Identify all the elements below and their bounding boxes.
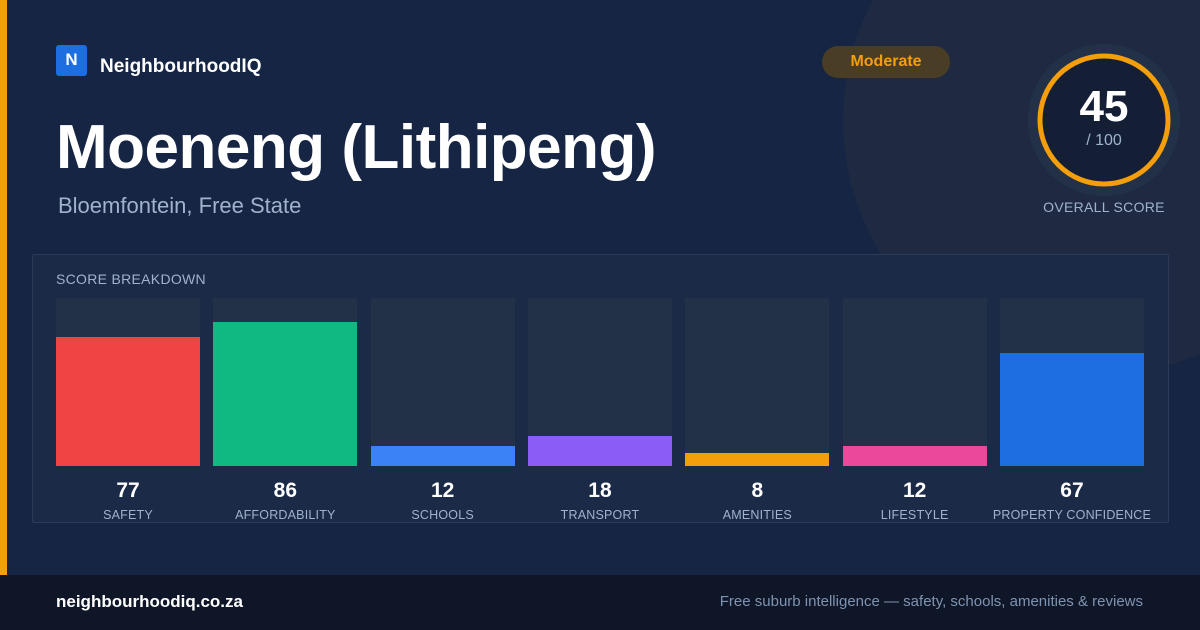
accent-stripe (0, 0, 7, 575)
rating-badge: Moderate (822, 46, 950, 78)
footer-domain: neighbourhoodiq.co.za (56, 592, 243, 611)
bar-track (685, 298, 830, 466)
breakdown-item-lifestyle: 12 LIFESTYLE (842, 298, 987, 528)
breakdown-value: 12 (430, 479, 455, 502)
breakdown-item-affordability: 86 AFFORDABILITY (213, 298, 358, 528)
breakdown-label: AMENITIES (722, 508, 792, 522)
breakdown-value: 18 (588, 479, 612, 502)
bar-fill (999, 353, 1144, 466)
breakdown-value: 86 (273, 479, 297, 502)
bar-fill (213, 322, 358, 466)
breakdown-value: 77 (116, 479, 140, 502)
breakdown-value: 67 (1060, 479, 1084, 502)
overall-score-ring (1028, 44, 1180, 196)
footer (0, 575, 1200, 630)
bar-track (213, 298, 358, 466)
breakdown-columns: 77 SAFETY 86 AFFORDABILITY 12 SCHOOLS 18 TRANSP… (56, 298, 1151, 528)
breakdown-item-property-confidence: 67 PROPERTY CONFIDENCE (993, 298, 1151, 528)
breakdown-label: AFFORDABILITY (235, 508, 336, 522)
breakdown-item-amenities: 8 AMENITIES (685, 298, 830, 528)
breakdown-label: PROPERTY CONFIDENCE (992, 508, 1152, 522)
breakdown-label: SAFETY (103, 508, 153, 522)
breakdown-label: LIFESTYLE (880, 508, 949, 522)
breakdown-label: TRANSPORT (560, 508, 640, 522)
location-subtitle: Bloemfontein, Free State (58, 193, 302, 218)
bar-track (842, 298, 987, 466)
logo-icon: N (56, 44, 87, 76)
bar-track (56, 298, 200, 466)
bar-track (999, 298, 1144, 466)
breakdown-label: SCHOOLS (411, 508, 474, 522)
bar-fill (842, 446, 987, 466)
bar-fill (56, 337, 200, 466)
page-title: Moeneng (Lithipeng) (56, 113, 657, 182)
brand-name: NeighbourhoodIQ (100, 56, 262, 77)
bar-fill (370, 446, 515, 466)
breakdown-value: 8 (751, 479, 764, 502)
breakdown-title: SCORE BREAKDOWN (56, 271, 206, 287)
score-ring-inner (1040, 56, 1168, 184)
bar-fill (527, 436, 672, 466)
overall-score-label: OVERALL SCORE (1043, 199, 1165, 215)
breakdown-item-safety: 77 SAFETY (56, 298, 200, 528)
overall-score-value: 45 (1079, 82, 1129, 131)
breakdown-item-schools: 12 SCHOOLS (370, 298, 515, 528)
overall-score-max: / 100 (1086, 132, 1122, 149)
brand: N NeighbourhoodIQ (56, 44, 262, 79)
bar-fill (685, 453, 830, 466)
bar-track (370, 298, 515, 466)
breakdown-value: 12 (902, 479, 927, 502)
breakdown-item-transport: 18 TRANSPORT (527, 298, 672, 528)
score-ring-progress (1037, 53, 1171, 187)
bar-track (527, 298, 672, 466)
footer-tagline: Free suburb intelligence — safety, schoo… (719, 593, 1143, 610)
